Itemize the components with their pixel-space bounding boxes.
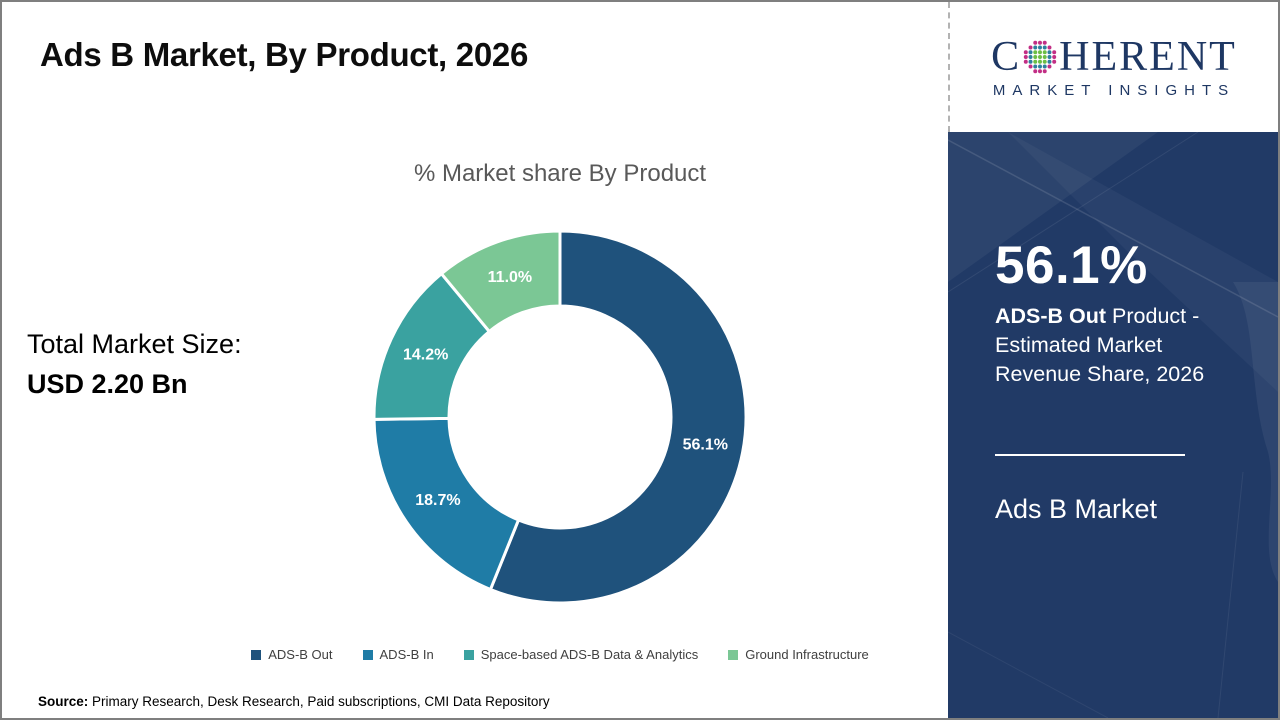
legend-label: ADS-B Out	[268, 647, 333, 662]
legend-swatch-icon	[251, 649, 262, 660]
highlight-description: ADS-B Out Product - Estimated Market Rev…	[995, 302, 1223, 389]
logo-word-rest: HERENT	[1059, 33, 1237, 80]
sidebar-market-name: Ads B Market	[995, 494, 1158, 524]
highlight-percentage: 56.1%	[995, 236, 1148, 295]
donut-segment-ground-infrastructure	[439, 229, 562, 333]
sidebar-map-texture	[948, 132, 1278, 718]
chart-title: % Market share By Product	[413, 160, 707, 187]
globe-icon	[1023, 40, 1057, 73]
legend-item: ADS-B Out	[251, 647, 333, 662]
legend-swatch-icon	[362, 649, 373, 660]
chart-legend: ADS-B Out ADS-B In Space-based ADS-B Data …	[160, 647, 960, 662]
donut-segment-label: 18.7%	[415, 492, 460, 509]
legend-item: Space-based ADS-B Data & Analytics	[463, 647, 699, 662]
market-size-label: Total Market Size:	[27, 329, 242, 359]
source-text: Primary Research, Desk Research, Paid su…	[88, 694, 550, 709]
logo-letter-c: C	[991, 33, 1022, 80]
source-note: Source: Primary Research, Desk Research,…	[38, 694, 550, 709]
donut-segment-ads-b-out	[488, 229, 748, 605]
page-title: Ads B Market, By Product, 2026	[40, 36, 528, 73]
highlight-product: ADS-B Out	[995, 304, 1107, 328]
donut-segment-label: 11.0%	[488, 269, 532, 286]
logo-subtitle: MARKET INSIGHTS	[992, 81, 1236, 99]
legend-label: Space-based ADS-B Data & Analytics	[480, 647, 699, 662]
market-size-value: USD 2.20 Bn	[27, 369, 188, 399]
sidebar-divider	[995, 454, 1185, 456]
legend-swatch-icon	[728, 649, 739, 660]
donut-chart: 56.1% 18.7% 14.2% 11.0%	[372, 229, 748, 605]
legend-item: ADS-B In	[362, 647, 434, 662]
legend-item: Ground Infrastructure	[728, 647, 869, 662]
highlight-description-rest: Product - Estimated Market Revenue Share…	[995, 304, 1205, 386]
donut-segment-label: 14.2%	[403, 346, 448, 363]
donut-segment-ads-b-in	[372, 416, 520, 591]
sidebar: 56.1% ADS-B Out Product - Estimated Mark…	[948, 132, 1278, 718]
market-size-block: Total Market Size: USD 2.20 Bn	[27, 324, 242, 404]
logo-wordmark: C HERENT	[991, 36, 1237, 78]
logo: C HERENT MARKET INSIGHTS	[948, 2, 1278, 132]
legend-label: Ground Infrastructure	[745, 647, 869, 662]
legend-label: ADS-B In	[379, 647, 434, 662]
source-label: Source:	[38, 694, 89, 709]
donut-segment-label: 56.1%	[683, 437, 728, 454]
legend-swatch-icon	[463, 649, 474, 660]
